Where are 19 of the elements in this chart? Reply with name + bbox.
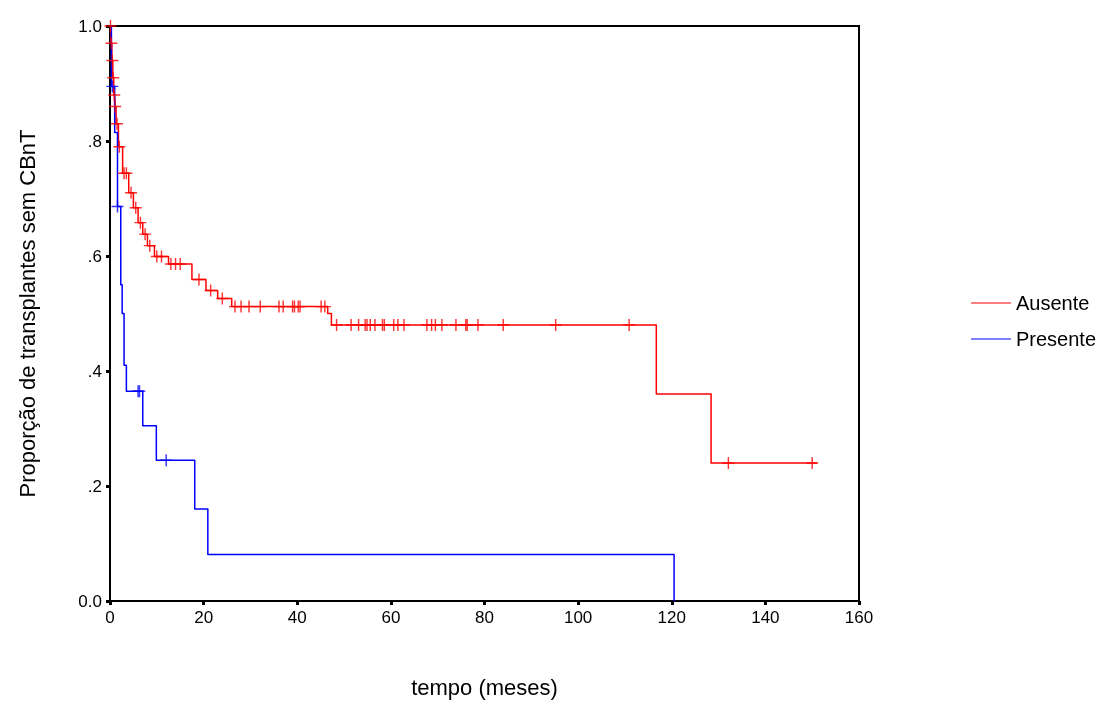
x-axis-title: tempo (meses) (411, 674, 558, 700)
y-tick-label: .4 (87, 361, 102, 381)
x-tick-label: 140 (751, 608, 780, 627)
x-tick-label: 160 (844, 608, 874, 627)
x-tick-label: 0 (105, 608, 115, 627)
x-tick-label: 20 (194, 608, 214, 627)
y-tick-label: .2 (87, 476, 102, 496)
x-tick-label: 40 (287, 608, 307, 627)
x-tick-label: 100 (563, 608, 593, 627)
y-tick-label: 1.0 (78, 16, 102, 36)
legend-label: Presente (1015, 328, 1097, 350)
y-axis-title: Proporção de transplantes sem CBnT (14, 129, 40, 498)
x-tick-label: 80 (475, 608, 494, 627)
x-tick-label: 60 (381, 608, 401, 627)
y-tick-label: 0.0 (78, 591, 102, 611)
y-tick-label: .6 (87, 246, 102, 266)
y-tick-label: .8 (87, 131, 102, 151)
legend-label: Ausente (1015, 292, 1090, 314)
x-tick-label: 120 (657, 608, 686, 627)
